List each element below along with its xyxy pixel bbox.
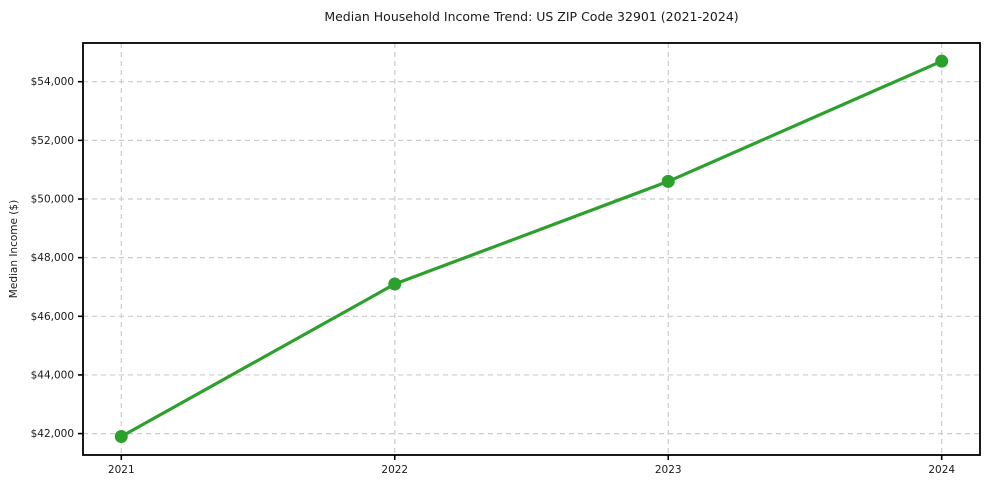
x-tick-label: 2024 [928,464,955,476]
y-tick-label: $44,000 [31,369,74,381]
chart-title: Median Household Income Trend: US ZIP Co… [324,9,739,24]
data-point-marker [114,430,128,444]
trend-line [119,59,944,439]
x-tick-label: 2023 [655,464,682,476]
data-point-marker [935,54,949,68]
y-tick-label: $52,000 [31,135,74,147]
data-point-marker [661,174,675,188]
y-tick-label: $46,000 [31,311,74,323]
x-tick-label: 2022 [381,464,408,476]
x-tick-label: 2021 [108,464,135,476]
y-tick-label: $50,000 [31,194,74,206]
y-tick-label: $54,000 [31,76,74,88]
data-point-marker [388,277,402,291]
y-tick-label: $48,000 [31,252,74,264]
y-tick-label: $42,000 [31,428,74,440]
plot-border [82,42,981,456]
